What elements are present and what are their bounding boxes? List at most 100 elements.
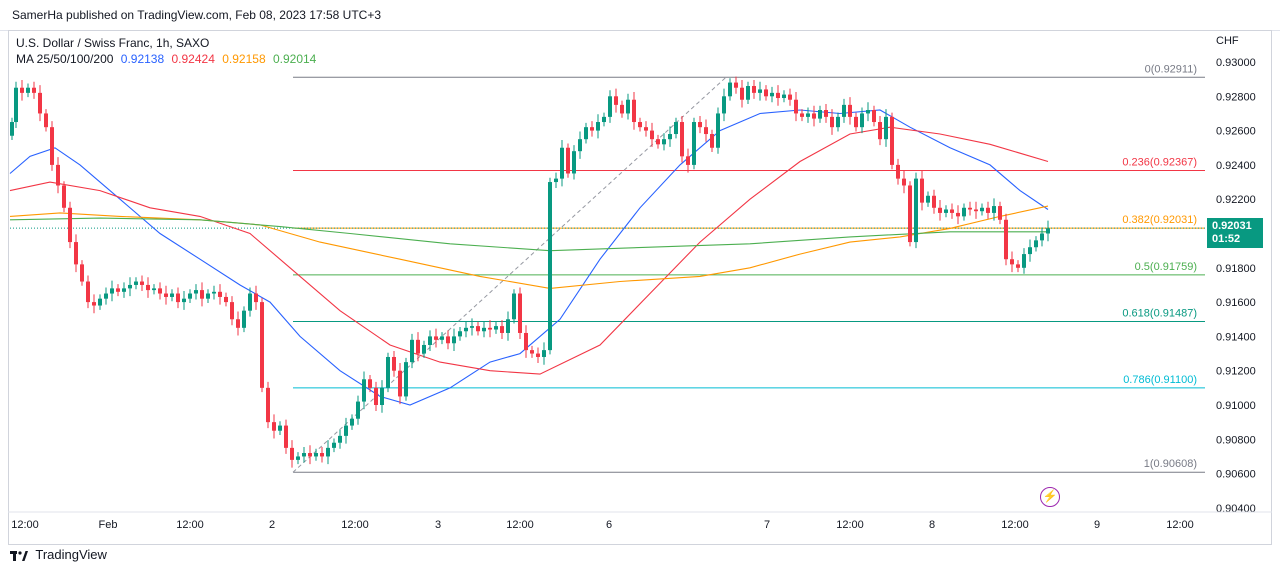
candle [740,80,744,108]
candle [932,189,936,214]
candle-body [638,122,642,128]
candle-body [26,87,30,93]
candle-body [86,281,90,303]
candle [146,277,150,298]
symbol-title[interactable]: U.S. Dollar / Swiss Franc, 1h, SAXO [16,36,210,50]
candle-body [746,86,750,100]
candle [842,98,846,123]
candle-body [812,113,816,119]
candle [170,289,174,302]
candle [980,203,984,216]
candle [548,177,552,355]
candle [848,97,852,125]
y-tick-label: 0.91400 [1216,331,1256,343]
candle [380,380,384,413]
candle [236,311,240,336]
candle [950,203,954,219]
candle-body [236,319,240,328]
brand-name: TradingView [35,547,107,562]
candle [116,284,120,297]
candle [326,440,330,465]
candle [698,116,702,134]
candle-body [50,127,54,165]
last-price-tag: 0.92031 01:52 [1207,218,1263,248]
candle [254,285,258,310]
candle-body [302,453,306,457]
candle [32,81,36,99]
candle-body [374,387,378,405]
candle [896,158,900,185]
candle-body [1016,264,1020,268]
candle [908,181,912,247]
candle-body [542,350,546,357]
ma50-value: 0.92424 [171,52,215,66]
candle [554,172,558,189]
candle-body [632,99,636,123]
tradingview-logo-icon [10,550,28,561]
candle [38,85,42,122]
candle-body [242,310,246,328]
y-tick-label: 0.93000 [1216,57,1256,69]
candle [314,448,318,461]
candle-body [38,92,42,114]
candle [644,121,648,137]
candle [248,287,252,317]
candle [356,395,360,425]
candle-body [668,134,672,140]
candle-body [416,339,420,354]
x-tick-label: 2 [269,519,275,531]
lightning-icon[interactable]: ⚡ [1040,487,1060,507]
candle [974,201,978,219]
candle [686,148,690,173]
candle [728,78,732,101]
candle [710,129,714,153]
candle-body [284,425,288,448]
chart-frame[interactable] [8,30,1272,545]
candle [776,85,780,106]
fib-label-2: 0.382(0.92031) [1122,214,1197,226]
candle-body [212,291,216,294]
candle-body [434,336,438,340]
candle [302,447,306,463]
candle [758,81,762,101]
candle-body [806,113,810,117]
candle-body [968,207,972,210]
ma100-value: 0.92158 [222,52,266,66]
candle-body [176,293,180,303]
candle [926,191,930,207]
candle-body [620,104,624,114]
candle [500,320,504,339]
candle-body [626,99,630,114]
last-price-value: 0.92031 [1212,220,1252,232]
candle-body [650,130,654,140]
candle-body [560,147,564,179]
candle-body [446,336,450,344]
y-axis: 0.930000.928000.926000.924000.922000.920… [1216,57,1256,515]
x-tick-label: 12:00 [176,519,204,531]
candle [1010,251,1014,273]
candle [200,282,204,307]
candle-body [206,293,210,299]
fib-label-3: 0.5(0.91759) [1135,261,1197,273]
candle-body [770,92,774,97]
candle [824,104,828,123]
bar-countdown: 01:52 [1212,233,1241,245]
candle-body [62,185,66,208]
candle [746,81,750,105]
ma-legend[interactable]: MA 25/50/100/200 0.92138 0.92424 0.92158… [16,52,320,66]
candle-body [908,185,912,243]
candle-body [44,113,48,128]
candle [524,325,528,358]
candle [110,280,114,302]
candle [410,333,414,369]
candle-body [1010,259,1014,265]
candle [272,414,276,439]
candle-body [890,116,894,165]
candle [434,328,438,348]
candle-body [266,387,270,423]
candle [752,80,756,99]
candle-body [200,290,204,299]
candle [860,107,864,134]
candle-body [674,122,678,135]
